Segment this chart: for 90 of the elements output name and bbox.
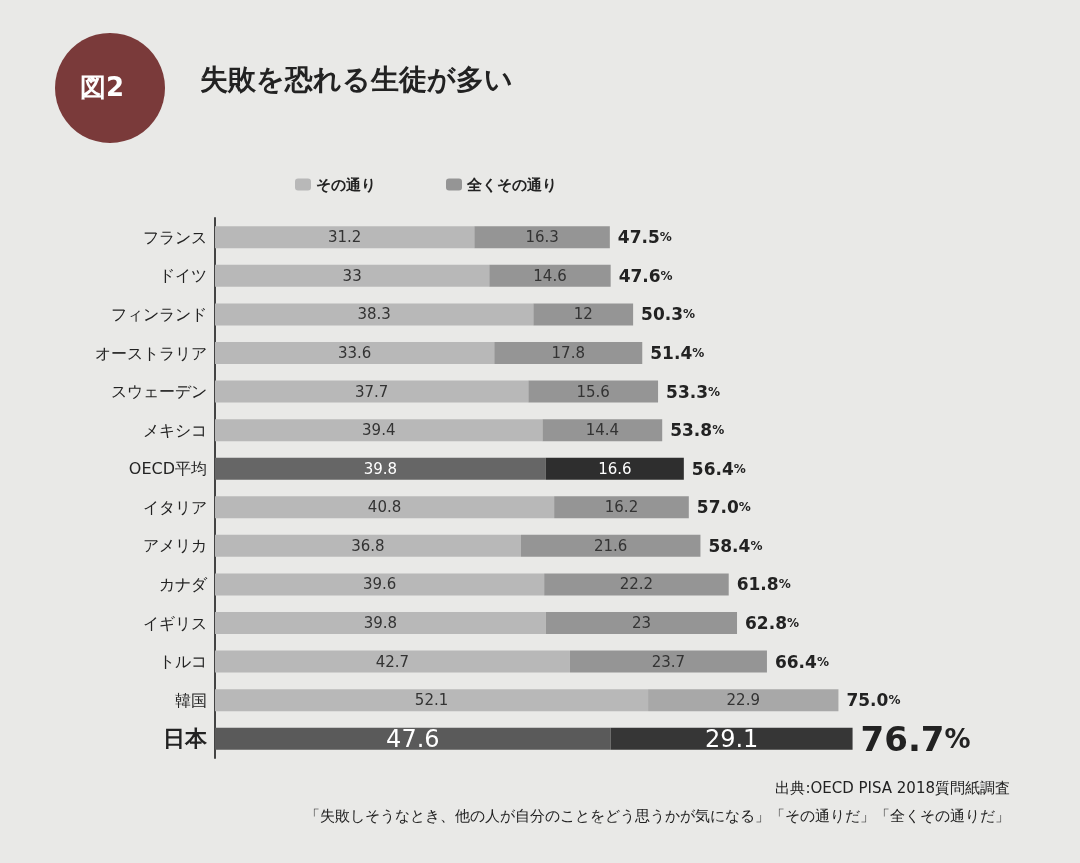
- bar: [610, 727, 853, 750]
- y-tick-label: アメリカ: [143, 536, 207, 556]
- data-label: 39.6: [362, 575, 397, 594]
- data-label: 16.2: [604, 498, 639, 517]
- bar: [215, 342, 495, 364]
- text: 「失敗しそうなとき、他の人が自分のことをどう思うかが気になる」「その通りだ」「全くその通りだ」: [305, 806, 1010, 825]
- total-label: 62.8%: [745, 613, 799, 633]
- bar: [533, 303, 634, 326]
- legend-label: その通り: [316, 175, 376, 194]
- bar: [215, 380, 529, 403]
- total-label: 56.4%: [691, 458, 746, 479]
- data-label: 17.8: [551, 344, 585, 362]
- total-label: 76.7%: [860, 718, 971, 759]
- bar: [215, 226, 475, 249]
- y-tick-label: イギリス: [143, 613, 207, 633]
- data-label: 14.6: [533, 266, 567, 285]
- total-label: 51.4%: [650, 343, 705, 363]
- y-tick-label: フランス: [143, 227, 207, 247]
- bar: [215, 727, 611, 750]
- data-label: 16.3: [525, 228, 559, 247]
- data-label: 12: [573, 305, 593, 324]
- chart-title: 失敗を恐れる生徒が多い: [200, 62, 513, 96]
- bar: [554, 496, 689, 519]
- total-label: 50.3%: [641, 304, 696, 325]
- bar: [215, 650, 570, 673]
- bar: [489, 264, 611, 287]
- bar: [520, 534, 701, 557]
- data-label: 16.6: [598, 459, 632, 478]
- bar: [215, 419, 543, 442]
- total-label: 57.0%: [696, 497, 751, 518]
- total-label: 66.4%: [774, 651, 829, 672]
- bar: [215, 689, 649, 712]
- y-tick-label: メキシコ: [143, 420, 207, 440]
- data-label: 42.7: [375, 652, 410, 671]
- y-tick-label: 韓国: [175, 690, 207, 710]
- y-tick-label: スウェーデン: [111, 382, 207, 402]
- bar: [544, 573, 729, 596]
- total-label: 75.0%: [846, 690, 901, 711]
- data-label: 23: [631, 614, 651, 632]
- bar: [474, 226, 610, 249]
- bar: [215, 496, 555, 519]
- bar: [494, 342, 643, 364]
- bar: [215, 612, 546, 634]
- data-label: 31.2: [327, 228, 362, 247]
- legend-label: 全くその通り: [466, 175, 557, 194]
- data-label: 21.6: [593, 536, 628, 555]
- data-label: 36.8: [351, 536, 385, 555]
- data-label: 52.1: [414, 691, 449, 710]
- bar: [545, 612, 738, 634]
- total-label: 53.3%: [666, 381, 721, 402]
- data-label: 29.1: [704, 724, 759, 753]
- data-label: 39.4: [362, 421, 396, 440]
- bar: [569, 650, 767, 673]
- bar: [215, 457, 546, 480]
- data-label: 39.8: [363, 614, 398, 632]
- data-label: 39.8: [363, 459, 398, 478]
- bar: [215, 573, 545, 596]
- y-tick-label: トルコ: [159, 652, 207, 672]
- y-tick-label: ドイツ: [159, 266, 207, 286]
- data-label: 23.7: [651, 652, 686, 671]
- data-label: 22.2: [619, 575, 654, 594]
- y-tick-label: イタリア: [143, 497, 207, 517]
- data-label: 40.8: [367, 498, 402, 517]
- data-label: 22.9: [726, 691, 760, 710]
- y-tick-label: 日本: [163, 726, 208, 752]
- caption: 図2: [80, 72, 125, 102]
- data-label: 38.3: [357, 305, 391, 324]
- bar: [215, 534, 521, 557]
- source-note: 出典:OECD PISA 2018質問紙調査: [775, 778, 1010, 797]
- data-label: 33.6: [337, 344, 372, 362]
- total-label: 58.4%: [708, 535, 763, 556]
- data-label: 15.6: [576, 382, 610, 401]
- bar: [528, 380, 659, 403]
- total-label: 47.6%: [618, 265, 673, 286]
- bar: [648, 689, 839, 712]
- bar: [542, 419, 663, 442]
- y-tick-label: OECD平均: [128, 459, 207, 479]
- total-label: 61.8%: [736, 574, 791, 595]
- data-label: 37.7: [354, 382, 389, 401]
- bar: [215, 303, 534, 326]
- y-tick-label: フィンランド: [111, 304, 207, 324]
- bar: [215, 264, 490, 287]
- total-label: 53.8%: [670, 420, 725, 441]
- total-label: 47.5%: [617, 227, 672, 248]
- y-tick-label: オーストラリア: [95, 343, 207, 363]
- data-label: 33: [342, 266, 362, 285]
- bar: [545, 457, 684, 480]
- y-tick-label: カナダ: [159, 574, 208, 594]
- data-label: 47.6: [386, 724, 440, 753]
- data-label: 14.4: [585, 421, 620, 440]
